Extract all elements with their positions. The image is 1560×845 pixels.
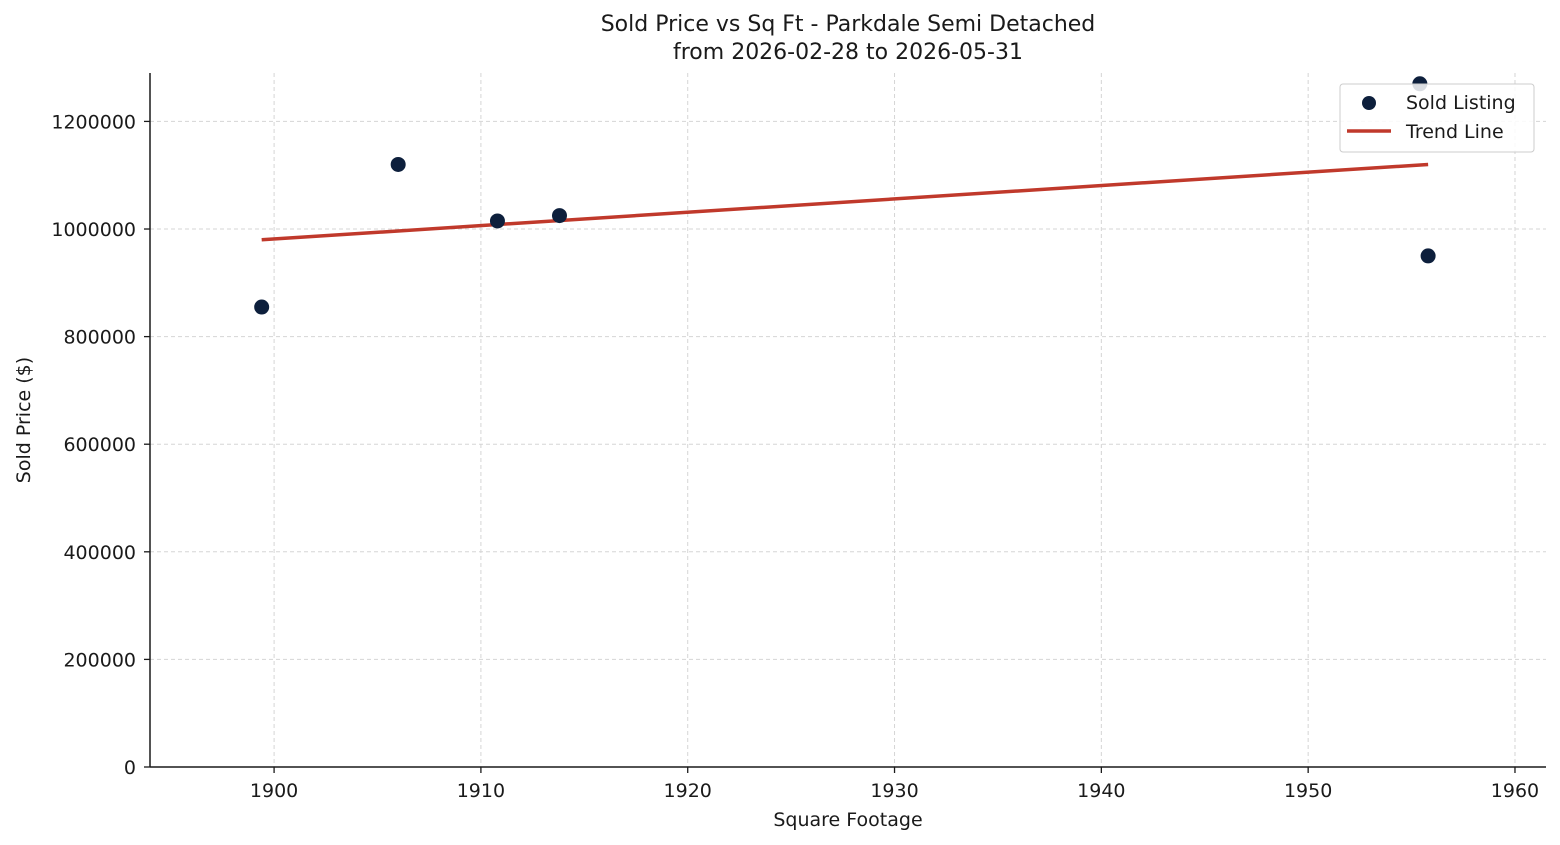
x-tick-label: 1960 xyxy=(1491,780,1539,802)
y-tick-label: 1000000 xyxy=(51,219,136,241)
axes xyxy=(144,73,1546,773)
series xyxy=(254,76,1436,315)
x-axis-title: Square Footage xyxy=(773,809,922,831)
y-tick-label: 200000 xyxy=(63,649,136,671)
x-tick-label: 1910 xyxy=(457,780,505,802)
y-tick-label: 1200000 xyxy=(51,111,136,133)
y-tick-label: 600000 xyxy=(63,434,136,456)
y-tick-label: 400000 xyxy=(63,542,136,564)
trend-line xyxy=(261,162,1429,242)
legend: Sold Listing Trend Line xyxy=(1339,83,1535,153)
scatter-point xyxy=(390,156,406,172)
chart-title: Sold Price vs Sq Ft - Parkdale Semi Deta… xyxy=(600,12,1096,37)
legend-label-trend-line: Trend Line xyxy=(1405,121,1504,143)
y-tick-label: 800000 xyxy=(63,327,136,349)
scatter-point xyxy=(489,213,505,229)
x-tick-label: 1900 xyxy=(250,780,298,802)
chart-subtitle: from 2026-02-28 to 2026-05-31 xyxy=(673,40,1023,65)
scatter-point xyxy=(1420,248,1436,264)
grid xyxy=(150,73,1546,768)
scatter-point xyxy=(254,299,270,315)
x-tick-label: 1940 xyxy=(1077,780,1125,802)
y-tick-label: 0 xyxy=(124,757,136,779)
legend-marker-sold-listing xyxy=(1362,96,1376,110)
x-tick-label: 1920 xyxy=(664,780,712,802)
tick-labels: 1900 1910 1920 1930 1940 1950 1960 0 200000 40000… xyxy=(51,111,1539,802)
x-tick-label: 1950 xyxy=(1284,780,1332,802)
legend-box xyxy=(1339,83,1535,153)
y-axis-title: Sold Price ($) xyxy=(13,357,35,483)
legend-label-sold-listing: Sold Listing xyxy=(1406,92,1516,114)
scatter-point xyxy=(551,208,567,224)
x-tick-label: 1930 xyxy=(870,780,918,802)
